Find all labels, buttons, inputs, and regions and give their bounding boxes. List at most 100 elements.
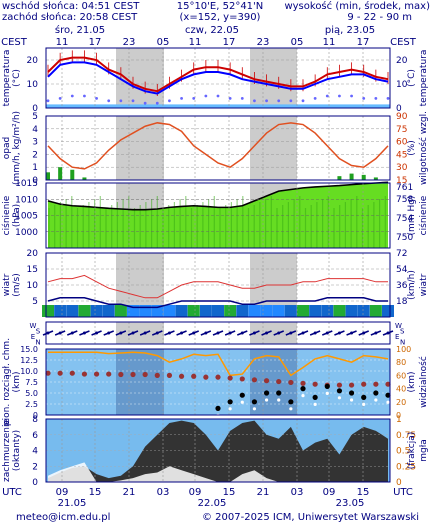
night-band bbox=[250, 322, 297, 344]
wind-direction-point bbox=[107, 331, 111, 335]
wind-direction-point bbox=[374, 331, 378, 335]
dewpoint-point bbox=[46, 99, 50, 103]
wind-direction-point bbox=[313, 331, 317, 335]
cloud-top-point bbox=[288, 379, 294, 386]
y-tick-label: 1015 bbox=[15, 179, 38, 189]
cloud-low-point bbox=[264, 398, 269, 402]
panel-frame bbox=[45, 418, 391, 483]
dewpoint-point bbox=[265, 99, 268, 103]
bottom-hour-label: 21 bbox=[123, 487, 136, 498]
humidity-line bbox=[47, 122, 389, 170]
cloud-top-point bbox=[361, 381, 367, 387]
panel-unit-right: (km) bbox=[407, 371, 417, 392]
wind-direction-point bbox=[155, 331, 159, 335]
panel-unit-right: (°C) bbox=[407, 69, 417, 87]
y-tick-label-right: 20 bbox=[396, 56, 408, 66]
panel-title-left: ciśnienie bbox=[1, 195, 12, 235]
panel-unit-left: (oktanty) bbox=[12, 430, 22, 471]
y-tick-label: 0 bbox=[32, 176, 38, 186]
cloud-low-point bbox=[313, 402, 317, 406]
dewpoint-point bbox=[338, 94, 341, 98]
wind-direction-point bbox=[58, 331, 62, 335]
cloud-base-point bbox=[385, 392, 391, 398]
wind-strength-cell bbox=[272, 305, 285, 317]
top-hour-label: 05 bbox=[291, 37, 304, 48]
wind-strength-cell bbox=[42, 305, 54, 317]
cloud-top-point bbox=[142, 371, 148, 378]
cloud-top-point bbox=[154, 372, 160, 378]
y-tick-label-right: 0 bbox=[396, 478, 402, 488]
y-tick-label-right: 0.75 bbox=[396, 431, 416, 441]
bottom-hour-label: 03 bbox=[291, 487, 304, 498]
y-tick-label: 1000 bbox=[15, 228, 38, 238]
precip-bar bbox=[373, 177, 378, 180]
cloud-top-point bbox=[81, 371, 88, 377]
panel-unit-left: (mm/h, kg/m²/h) bbox=[12, 111, 22, 185]
y-tick-label: 2 bbox=[32, 462, 38, 472]
y-tick-label: 4 bbox=[32, 125, 38, 135]
bottom-hour-label: 03 bbox=[157, 487, 170, 498]
wind-direction-point bbox=[228, 331, 232, 335]
wind-strength-cell bbox=[236, 305, 249, 317]
wind-direction-point bbox=[82, 331, 86, 335]
wind-direction-axis-label-right: E bbox=[395, 333, 399, 341]
y-tick-label-right: 80 bbox=[396, 358, 406, 367]
y-tick-label-right: 54 bbox=[396, 265, 408, 275]
wind-direction-point bbox=[119, 331, 123, 335]
wind-direction-point bbox=[337, 331, 341, 335]
dewpoint-point bbox=[155, 101, 159, 105]
y-tick-label-right: 36 bbox=[396, 281, 408, 291]
wind-strength-cell bbox=[66, 305, 79, 317]
wind-strength-cell bbox=[321, 305, 334, 317]
wind-direction-axis-label-right: S bbox=[400, 328, 405, 336]
bottom-hour-label: 21 bbox=[257, 487, 270, 498]
wind-direction-point bbox=[204, 331, 208, 335]
wind-direction-point bbox=[265, 331, 269, 335]
cloud-cover-area bbox=[48, 420, 388, 482]
panel-unit-left: (°C) bbox=[12, 69, 22, 87]
dewpoint-point bbox=[374, 97, 378, 100]
cloud-top-point bbox=[348, 382, 355, 388]
precip-bar bbox=[46, 172, 50, 180]
cloud-base-point bbox=[288, 399, 294, 405]
wind-strength-cell bbox=[297, 305, 309, 317]
cloud-low-point bbox=[252, 407, 257, 411]
y-tick-label-right: 75 bbox=[396, 125, 407, 135]
y-tick-label: 1 bbox=[32, 163, 38, 173]
wind-strength-cell bbox=[54, 305, 67, 317]
wind-direction-axis-label-right: W bbox=[395, 322, 402, 330]
wind-strength-cell bbox=[369, 305, 382, 317]
cloud-top-point bbox=[263, 378, 270, 384]
y-tick-label-right: 100 bbox=[396, 345, 411, 354]
contact-email[interactable]: meteo@icm.edu.pl bbox=[16, 512, 111, 523]
top-hour-label: 05 bbox=[157, 37, 170, 48]
y-tick-label: 15.0 bbox=[20, 345, 38, 354]
visibility-line bbox=[48, 351, 389, 377]
wind-direction-axis-label: E bbox=[31, 333, 35, 341]
dewpoint-point bbox=[228, 97, 232, 100]
dewpoint-point bbox=[204, 94, 208, 98]
panel-title-right: widzialność bbox=[418, 356, 429, 408]
cloud-top-point bbox=[373, 381, 379, 387]
bottom-timezone-right: UTC bbox=[393, 487, 413, 498]
y-tick-label: 1010 bbox=[15, 195, 38, 205]
cloud-base-point bbox=[373, 390, 379, 396]
cloud-low-point bbox=[362, 402, 366, 406]
wind-strength-cell bbox=[78, 305, 91, 317]
bottom-hour-label: 09 bbox=[56, 487, 69, 498]
wind-strength-cell bbox=[260, 305, 273, 317]
cloud-top-point bbox=[276, 378, 282, 385]
y-tick-label-right: 45 bbox=[396, 150, 407, 160]
wind-strength-cell bbox=[345, 305, 358, 317]
panel-unit-right: (mm Hg) bbox=[407, 196, 417, 236]
dewpoint-point bbox=[289, 99, 293, 103]
y-tick-label-right: 15 bbox=[396, 176, 407, 186]
y-tick-label: 3 bbox=[32, 138, 38, 148]
panel-unit-right: (%) bbox=[407, 140, 417, 156]
precip-bar bbox=[349, 173, 354, 180]
panel-frame bbox=[45, 252, 391, 318]
y-tick-label: 5 bbox=[32, 297, 38, 307]
precip-bar bbox=[337, 176, 342, 180]
temp-max-line bbox=[47, 56, 389, 93]
bottom-day-label: 21.05 bbox=[58, 498, 87, 509]
